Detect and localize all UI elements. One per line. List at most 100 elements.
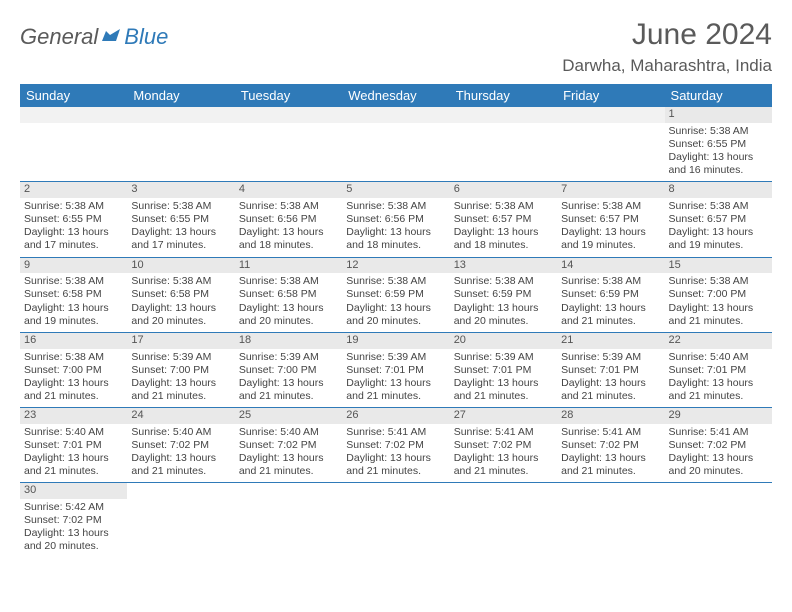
day-details: Sunrise: 5:39 AMSunset: 7:00 PMDaylight:… <box>235 349 342 408</box>
day-details: Sunrise: 5:38 AMSunset: 6:56 PMDaylight:… <box>342 198 449 257</box>
day-details: Sunrise: 5:38 AMSunset: 6:57 PMDaylight:… <box>450 198 557 257</box>
sunset-text: Sunset: 7:02 PM <box>561 439 660 452</box>
day-number: 1 <box>665 107 772 123</box>
sunset-text: Sunset: 7:00 PM <box>669 288 768 301</box>
calendar-day-cell: 24Sunrise: 5:40 AMSunset: 7:02 PMDayligh… <box>127 408 234 483</box>
daylight-text: Daylight: 13 hours and 17 minutes. <box>24 226 123 252</box>
daylight-text: Daylight: 13 hours and 20 minutes. <box>131 302 230 328</box>
sunset-text: Sunset: 7:00 PM <box>131 364 230 377</box>
daylight-text: Daylight: 13 hours and 21 minutes. <box>454 377 553 403</box>
calendar-day-cell: 10Sunrise: 5:38 AMSunset: 6:58 PMDayligh… <box>127 257 234 332</box>
daylight-text: Daylight: 13 hours and 20 minutes. <box>346 302 445 328</box>
sunrise-text: Sunrise: 5:38 AM <box>239 275 338 288</box>
day-details: Sunrise: 5:38 AMSunset: 7:00 PMDaylight:… <box>20 349 127 408</box>
sunrise-text: Sunrise: 5:40 AM <box>239 426 338 439</box>
weekday-header: Saturday <box>665 84 772 107</box>
daylight-text: Daylight: 13 hours and 18 minutes. <box>346 226 445 252</box>
day-number: 3 <box>127 182 234 198</box>
sunset-text: Sunset: 6:55 PM <box>669 138 768 151</box>
day-number: 4 <box>235 182 342 198</box>
sunset-text: Sunset: 6:55 PM <box>131 213 230 226</box>
calendar-day-cell <box>342 107 449 182</box>
sunset-text: Sunset: 6:59 PM <box>454 288 553 301</box>
daylight-text: Daylight: 13 hours and 21 minutes. <box>24 377 123 403</box>
daylight-text: Daylight: 13 hours and 21 minutes. <box>669 302 768 328</box>
calendar-day-cell <box>20 107 127 182</box>
calendar-day-cell: 21Sunrise: 5:39 AMSunset: 7:01 PMDayligh… <box>557 332 664 407</box>
daylight-text: Daylight: 13 hours and 19 minutes. <box>669 226 768 252</box>
sunset-text: Sunset: 6:58 PM <box>24 288 123 301</box>
day-number: 2 <box>20 182 127 198</box>
day-details: Sunrise: 5:38 AMSunset: 6:55 PMDaylight:… <box>20 198 127 257</box>
day-details: Sunrise: 5:38 AMSunset: 6:59 PMDaylight:… <box>557 273 664 332</box>
daylight-text: Daylight: 13 hours and 21 minutes. <box>131 452 230 478</box>
day-number: 18 <box>235 333 342 349</box>
day-number: 10 <box>127 258 234 274</box>
sunset-text: Sunset: 6:59 PM <box>346 288 445 301</box>
sunrise-text: Sunrise: 5:38 AM <box>669 125 768 138</box>
sunrise-text: Sunrise: 5:38 AM <box>131 275 230 288</box>
day-details: Sunrise: 5:42 AMSunset: 7:02 PMDaylight:… <box>20 499 127 558</box>
calendar-day-cell <box>557 107 664 182</box>
location-subtitle: Darwha, Maharashtra, India <box>562 56 772 76</box>
sunrise-text: Sunrise: 5:38 AM <box>131 200 230 213</box>
calendar-day-cell <box>127 107 234 182</box>
calendar-day-cell <box>450 107 557 182</box>
sunrise-text: Sunrise: 5:38 AM <box>454 275 553 288</box>
daylight-text: Daylight: 13 hours and 21 minutes. <box>669 377 768 403</box>
calendar-day-cell <box>342 483 449 558</box>
sunset-text: Sunset: 6:55 PM <box>24 213 123 226</box>
sunset-text: Sunset: 6:56 PM <box>239 213 338 226</box>
daylight-text: Daylight: 13 hours and 20 minutes. <box>669 452 768 478</box>
sunset-text: Sunset: 6:59 PM <box>561 288 660 301</box>
sunrise-text: Sunrise: 5:40 AM <box>669 351 768 364</box>
calendar-day-cell: 25Sunrise: 5:40 AMSunset: 7:02 PMDayligh… <box>235 408 342 483</box>
sunrise-text: Sunrise: 5:39 AM <box>454 351 553 364</box>
logo-text-blue: Blue <box>124 24 168 50</box>
sunrise-text: Sunrise: 5:39 AM <box>239 351 338 364</box>
daylight-text: Daylight: 13 hours and 21 minutes. <box>24 452 123 478</box>
day-details: Sunrise: 5:38 AMSunset: 6:57 PMDaylight:… <box>557 198 664 257</box>
calendar-day-cell: 30Sunrise: 5:42 AMSunset: 7:02 PMDayligh… <box>20 483 127 558</box>
weekday-header: Tuesday <box>235 84 342 107</box>
calendar-day-cell: 18Sunrise: 5:39 AMSunset: 7:00 PMDayligh… <box>235 332 342 407</box>
calendar-day-cell <box>235 483 342 558</box>
day-number: 27 <box>450 408 557 424</box>
calendar-table: Sunday Monday Tuesday Wednesday Thursday… <box>20 84 772 558</box>
day-details: Sunrise: 5:38 AMSunset: 6:56 PMDaylight:… <box>235 198 342 257</box>
calendar-day-cell: 5Sunrise: 5:38 AMSunset: 6:56 PMDaylight… <box>342 182 449 257</box>
sunset-text: Sunset: 7:01 PM <box>669 364 768 377</box>
sunset-text: Sunset: 7:01 PM <box>24 439 123 452</box>
empty-day-bar <box>127 107 234 123</box>
daylight-text: Daylight: 13 hours and 16 minutes. <box>669 151 768 177</box>
day-details: Sunrise: 5:38 AMSunset: 6:58 PMDaylight:… <box>20 273 127 332</box>
sunrise-text: Sunrise: 5:38 AM <box>561 275 660 288</box>
day-details: Sunrise: 5:38 AMSunset: 6:58 PMDaylight:… <box>127 273 234 332</box>
calendar-day-cell <box>665 483 772 558</box>
daylight-text: Daylight: 13 hours and 19 minutes. <box>24 302 123 328</box>
sunset-text: Sunset: 7:02 PM <box>24 514 123 527</box>
day-number: 15 <box>665 258 772 274</box>
day-details: Sunrise: 5:41 AMSunset: 7:02 PMDaylight:… <box>450 424 557 483</box>
empty-day-bar <box>235 107 342 123</box>
sunrise-text: Sunrise: 5:40 AM <box>24 426 123 439</box>
day-details: Sunrise: 5:39 AMSunset: 7:01 PMDaylight:… <box>450 349 557 408</box>
day-details: Sunrise: 5:38 AMSunset: 6:58 PMDaylight:… <box>235 273 342 332</box>
day-details: Sunrise: 5:38 AMSunset: 6:57 PMDaylight:… <box>665 198 772 257</box>
sunrise-text: Sunrise: 5:38 AM <box>346 275 445 288</box>
weekday-header: Monday <box>127 84 234 107</box>
calendar-day-cell <box>235 107 342 182</box>
calendar-week-row: 23Sunrise: 5:40 AMSunset: 7:01 PMDayligh… <box>20 408 772 483</box>
month-title: June 2024 <box>562 18 772 52</box>
daylight-text: Daylight: 13 hours and 21 minutes. <box>131 377 230 403</box>
calendar-day-cell: 29Sunrise: 5:41 AMSunset: 7:02 PMDayligh… <box>665 408 772 483</box>
day-number: 11 <box>235 258 342 274</box>
calendar-day-cell: 22Sunrise: 5:40 AMSunset: 7:01 PMDayligh… <box>665 332 772 407</box>
day-number: 14 <box>557 258 664 274</box>
sunrise-text: Sunrise: 5:38 AM <box>454 200 553 213</box>
day-number: 13 <box>450 258 557 274</box>
daylight-text: Daylight: 13 hours and 20 minutes. <box>24 527 123 553</box>
daylight-text: Daylight: 13 hours and 21 minutes. <box>239 452 338 478</box>
calendar-day-cell: 16Sunrise: 5:38 AMSunset: 7:00 PMDayligh… <box>20 332 127 407</box>
title-block: June 2024 Darwha, Maharashtra, India <box>562 18 772 76</box>
